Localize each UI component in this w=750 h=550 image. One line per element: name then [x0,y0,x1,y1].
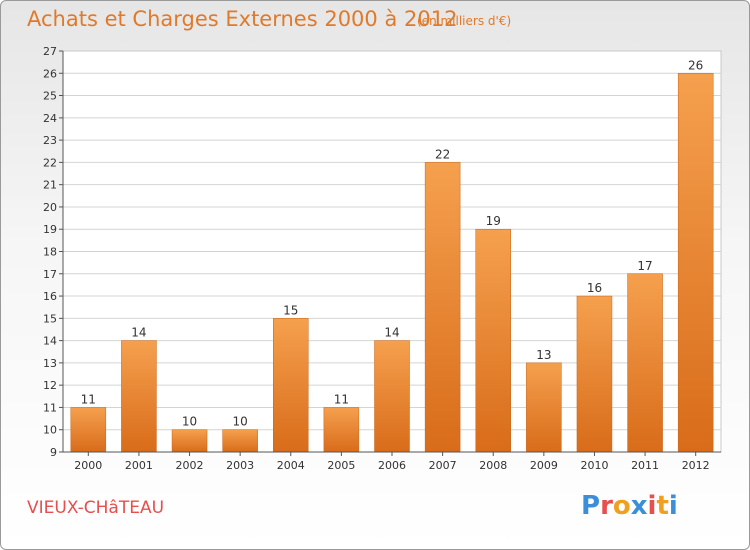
bar-2012 [677,73,714,453]
proxiti-logo: Proxiti [581,491,678,521]
x-tick-label: 2002 [176,459,204,472]
logo-letter: i [668,491,678,521]
x-tick-label: 2004 [277,459,305,472]
y-tick-label: 24 [43,112,57,125]
bar-2002 [171,429,208,453]
y-tick-label: 19 [43,223,57,236]
chart-subtitle: (en milliers d'€) [417,14,512,28]
x-tick-label: 2000 [74,459,102,472]
y-tick-label: 25 [43,90,57,103]
bar-2001 [121,340,157,453]
y-tick-label: 23 [43,134,57,147]
x-tick-label: 2006 [378,459,406,472]
bar-2006 [374,340,410,453]
x-tick-label: 2001 [125,459,153,472]
data-label: 13 [536,348,551,362]
x-tick-label: 2003 [226,459,254,472]
x-tick-label: 2007 [429,459,457,472]
y-tick-label: 9 [50,446,57,459]
x-tick-label: 2012 [682,459,710,472]
y-tick-label: 13 [43,357,57,370]
bar-2004 [273,318,309,453]
data-label: 14 [384,326,399,340]
bar-2007 [424,162,461,453]
logo-letter: o [612,491,631,521]
x-tick-label: 2011 [631,459,659,472]
data-label: 26 [688,58,703,72]
data-label: 22 [435,147,450,161]
x-tick-label: 2009 [530,459,558,472]
bar-2003 [222,429,258,453]
logo-letter: i [647,491,657,521]
commune-name: VIEUX-CHâTEAU [27,498,165,518]
data-label: 11 [81,392,96,406]
data-label: 14 [131,326,146,340]
data-label: 10 [182,415,197,429]
bar-2005 [323,407,360,453]
y-tick-label: 16 [43,290,57,303]
logo-letter: P [581,491,601,521]
data-label: 11 [334,392,349,406]
y-tick-label: 11 [43,401,57,414]
y-tick-label: 14 [43,335,57,348]
bar-2009 [526,362,562,453]
data-label: 17 [637,259,652,273]
y-tick-label: 26 [43,67,57,80]
y-tick-label: 10 [43,424,57,437]
y-tick-label: 17 [43,268,57,281]
logo-letter: x [630,491,648,521]
y-tick-label: 15 [43,312,57,325]
bar-2000 [70,407,107,453]
y-tick-label: 21 [43,179,57,192]
logo-letter: t [656,491,669,521]
bar-2008 [475,228,511,453]
data-label: 15 [283,303,298,317]
y-tick-label: 12 [43,379,57,392]
data-label: 10 [233,415,248,429]
bar-2011 [627,273,663,453]
data-label: 19 [486,214,501,228]
y-tick-label: 18 [43,246,57,259]
y-tick-label: 27 [43,45,57,58]
bar-2010 [576,295,613,453]
x-tick-label: 2008 [479,459,507,472]
data-label: 16 [587,281,602,295]
logo-letter: r [600,491,613,521]
y-tick-label: 20 [43,201,57,214]
chart-title: Achats et Charges Externes 2000 à 2012 [27,7,458,31]
y-tick-label: 22 [43,156,57,169]
x-tick-label: 2010 [580,459,608,472]
x-tick-label: 2005 [327,459,355,472]
